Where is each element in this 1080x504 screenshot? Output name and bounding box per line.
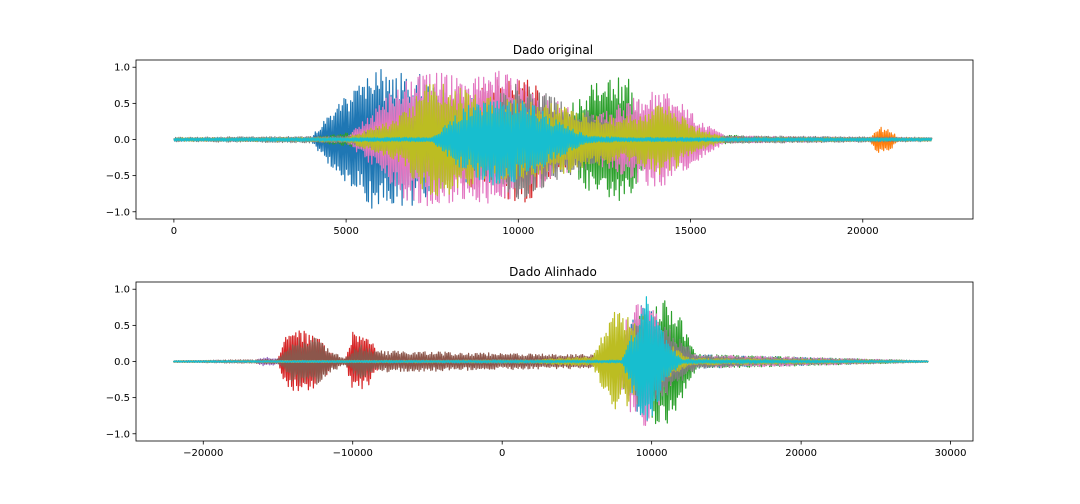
axes-bottom: Dado Alinhado −20000 −10000 0 10000 20000 300… bbox=[106, 265, 974, 459]
x-tick-label-bottom: −10000 bbox=[333, 448, 373, 459]
x-tick-label-top: 10000 bbox=[502, 226, 534, 237]
y-axis-bottom: 1.0 0.5 0.0 −0.5 −1.0 bbox=[106, 285, 136, 440]
x-axis-top: 0 5000 10000 15000 20000 bbox=[171, 219, 879, 237]
series-line-top-10 bbox=[173, 99, 933, 186]
series-line-bottom-10 bbox=[172, 296, 929, 421]
y-tick-label-top: −0.5 bbox=[106, 171, 130, 182]
chart-title-top: Dado original bbox=[513, 43, 593, 57]
chart-title-bottom: Dado Alinhado bbox=[509, 265, 597, 279]
series-layer-top bbox=[173, 69, 933, 209]
x-tick-label-top: 20000 bbox=[847, 226, 879, 237]
x-tick-label-top: 0 bbox=[171, 226, 177, 237]
x-tick-label-bottom: 30000 bbox=[935, 448, 967, 459]
y-tick-label-top: 0.5 bbox=[114, 99, 130, 110]
axes-frame-top bbox=[135, 59, 974, 220]
y-tick-label-bottom: −1.0 bbox=[106, 429, 130, 440]
y-tick-label-bottom: 0.0 bbox=[114, 357, 130, 368]
x-tick-label-bottom: 20000 bbox=[785, 448, 817, 459]
y-tick-label-top: −1.0 bbox=[106, 207, 130, 218]
x-axis-bottom: −20000 −10000 0 10000 20000 30000 bbox=[183, 441, 966, 459]
x-tick-label-top: 5000 bbox=[333, 226, 358, 237]
y-tick-label-top: 0.0 bbox=[114, 135, 130, 146]
y-tick-label-bottom: 0.5 bbox=[114, 321, 130, 332]
y-tick-label-bottom: −0.5 bbox=[106, 393, 130, 404]
axes-top: Dado original 0 5000 10000 15000 20000 1.0 0.… bbox=[106, 43, 974, 237]
y-tick-label-top: 1.0 bbox=[114, 63, 130, 74]
axes-frame-bottom bbox=[135, 281, 974, 442]
x-tick-label-bottom: 0 bbox=[499, 448, 505, 459]
x-tick-label-bottom: −20000 bbox=[183, 448, 223, 459]
y-tick-label-bottom: 1.0 bbox=[114, 285, 130, 296]
x-tick-label-top: 15000 bbox=[675, 226, 707, 237]
y-axis-top: 1.0 0.5 0.0 −0.5 −1.0 bbox=[106, 63, 136, 218]
x-tick-label-bottom: 10000 bbox=[636, 448, 668, 459]
series-layer-bottom bbox=[172, 296, 929, 426]
